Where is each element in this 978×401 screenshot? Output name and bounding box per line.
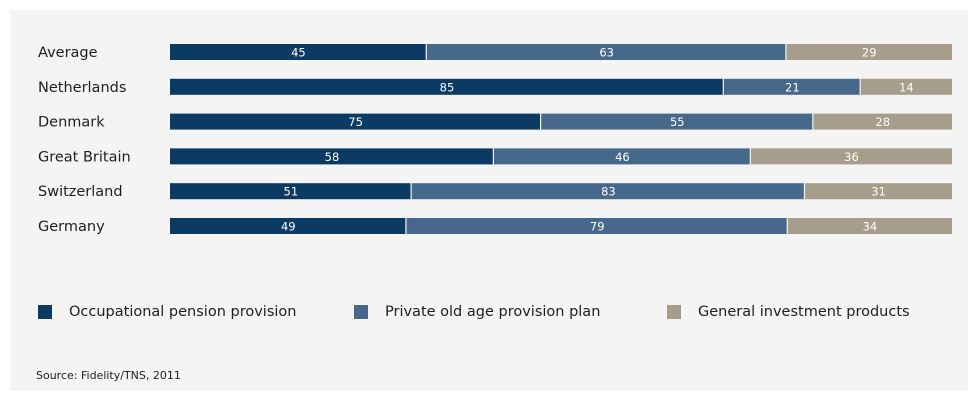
bar-netherlands-private: [723, 78, 860, 95]
bar-value-germany-occupational: 49: [281, 220, 296, 234]
bar-netherlands-general: [860, 78, 952, 95]
bar-value-average-occupational: 45: [291, 46, 306, 60]
chart-panel: Average 45 63 29 Netherlands 85 21 14 Denmark 75 5…: [10, 10, 968, 391]
legend-label-general: General investment products: [698, 304, 910, 320]
bar-great-britain-occupational: [170, 148, 493, 165]
bar-value-great-britain-general: 36: [844, 150, 859, 164]
bar-value-average-general: 29: [862, 46, 877, 60]
bar-germany-general: [787, 218, 952, 234]
category-label-average: Average: [38, 45, 98, 61]
bar-great-britain-general: [750, 148, 952, 165]
bar-denmark-private: [541, 113, 813, 130]
stacked-bar-chart: Average 45 63 29 Netherlands 85 21 14 Denmark 75 5…: [38, 44, 952, 235]
legend-swatch-general: [667, 305, 681, 319]
legend-label-private: Private old age provision plan: [385, 304, 601, 320]
bar-switzerland-occupational: [170, 183, 411, 200]
bar-germany-occupational: [170, 218, 406, 234]
legend-item-general: General investment products: [667, 302, 910, 322]
bar-value-netherlands-occupational: 85: [440, 80, 455, 94]
category-label-denmark: Denmark: [38, 115, 105, 131]
bar-value-switzerland-general: 31: [871, 185, 886, 199]
bar-value-average-private: 63: [599, 46, 614, 60]
bar-great-britain-private: [493, 148, 750, 165]
bar-average-general: [786, 44, 952, 60]
category-label-netherlands: Netherlands: [38, 80, 126, 96]
bar-value-netherlands-private: 21: [785, 80, 800, 94]
bar-switzerland-general: [805, 183, 952, 200]
category-label-switzerland: Switzerland: [38, 184, 123, 200]
category-label-germany: Germany: [38, 219, 105, 235]
bar-average-occupational: [170, 44, 426, 60]
legend-item-private: Private old age provision plan: [354, 302, 600, 322]
legend-label-occupational: Occupational pension provision: [69, 304, 297, 320]
bar-value-switzerland-occupational: 51: [284, 185, 299, 199]
bar-denmark-occupational: [170, 113, 540, 130]
bar-value-denmark-occupational: 75: [348, 115, 363, 129]
source-note: Source: Fidelity/TNS, 2011: [36, 369, 181, 382]
bar-germany-private: [406, 218, 787, 234]
category-label-great-britain: Great Britain: [38, 149, 131, 165]
legend-swatch-occupational: [38, 305, 52, 319]
bar-value-great-britain-occupational: 58: [325, 150, 340, 164]
legend-item-occupational: Occupational pension provision: [38, 302, 296, 322]
legend: Occupational pension provision Private o…: [10, 302, 968, 322]
bar-value-germany-private: 79: [590, 220, 605, 234]
bar-netherlands-occupational: [170, 78, 723, 95]
bar-switzerland-private: [411, 183, 804, 200]
bar-value-great-britain-private: 46: [615, 150, 630, 164]
bar-denmark-general: [813, 113, 952, 130]
bar-value-germany-general: 34: [863, 220, 878, 234]
bar-value-denmark-private: 55: [670, 115, 685, 129]
bar-value-denmark-general: 28: [875, 115, 890, 129]
bar-value-netherlands-general: 14: [899, 80, 914, 94]
bar-average-private: [426, 44, 786, 60]
bar-value-switzerland-private: 83: [601, 185, 616, 199]
legend-swatch-private: [354, 305, 368, 319]
